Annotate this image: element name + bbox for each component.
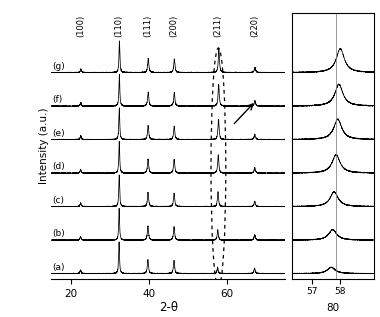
- Text: (e): (e): [52, 129, 65, 138]
- Text: (220): (220): [250, 15, 259, 37]
- Y-axis label: Intensity (a.u.): Intensity (a.u.): [38, 107, 49, 184]
- Text: (c): (c): [52, 196, 65, 205]
- Text: (a): (a): [52, 263, 65, 272]
- Text: (f): (f): [52, 95, 63, 104]
- Text: (d): (d): [52, 162, 65, 171]
- Text: (211): (211): [213, 15, 222, 37]
- Text: (111): (111): [143, 15, 152, 37]
- Text: 80: 80: [326, 303, 339, 313]
- X-axis label: 2-θ: 2-θ: [159, 301, 178, 314]
- Text: (200): (200): [169, 15, 179, 37]
- Text: (110): (110): [115, 15, 124, 37]
- Text: (b): (b): [52, 230, 65, 238]
- Text: (100): (100): [76, 15, 85, 37]
- Text: (g): (g): [52, 62, 65, 71]
